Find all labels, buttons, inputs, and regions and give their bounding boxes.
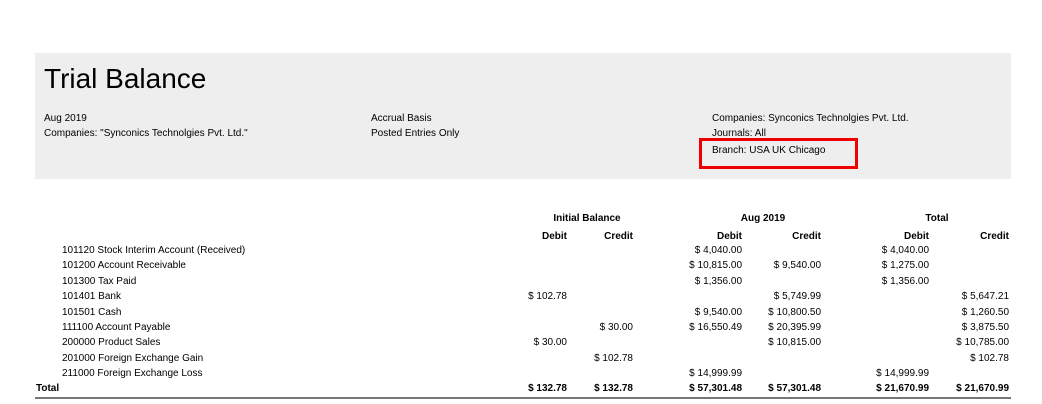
total-divider [35,397,1011,399]
account-name: 200000 Product Sales [62,337,161,349]
total-cell: $ 57,301.48 [689,383,742,394]
amount-cell: $ 30.00 [599,322,633,333]
account-name: 201000 Foreign Exchange Gain [62,352,204,364]
col-header: Debit [904,231,929,242]
amount-cell: $ 16,550.49 [689,322,742,333]
amount-cell: $ 1,275.00 [881,260,929,272]
account-name: 101200 Account Receivable [62,260,186,272]
table-row[interactable]: 200000 Product Sales $ 30.00 $ 10,815.00 $ … [0,335,1042,350]
page-title: Trial Balance [44,63,207,94]
amount-cell: $ 1,356.00 [694,275,742,287]
basis: Accrual Basis [371,113,432,124]
companies-filter: Companies: "Synconics Technolgies Pvt. L… [44,128,248,139]
account-name: 101501 Cash [62,306,122,318]
amount-cell: $ 9,540.00 [694,306,742,318]
journals: Journals: All [712,128,766,139]
col-header: Debit [717,231,742,242]
col-header: Credit [792,231,821,242]
group-total: Total [925,213,949,224]
col-header: Debit [542,231,567,242]
entries-filter: Posted Entries Only [371,128,460,139]
amount-cell: $ 102.78 [970,352,1009,364]
total-cell: $ 132.78 [528,383,567,394]
subheader-row: Debit Credit Debit Credit Debit Credit [0,229,1042,244]
companies: Companies: Synconics Technolgies Pvt. Lt… [712,113,909,124]
total-cell: $ 132.78 [594,383,633,394]
table-row[interactable]: 101200 Account Receivable $ 10,815.00 $ 9,… [0,258,1042,273]
total-label: Total [36,383,60,394]
total-cell: $ 21,670.99 [876,383,929,394]
info-col-2: Accrual Basis Posted Entries Only [371,111,459,141]
amount-cell: $ 102.78 [528,291,567,303]
amount-cell: $ 5,749.99 [773,291,821,303]
group-aug-2019: Aug 2019 [740,213,786,224]
amount-cell: $ 30.00 [533,337,567,349]
table-row[interactable]: 101401 Bank $ 102.78 $ 5,749.99 $ 5,647.21 [0,289,1042,304]
amount-cell: $ 4,040.00 [881,245,929,256]
table-row[interactable]: 201000 Foreign Exchange Gain $ 102.78 $ 10… [0,351,1042,366]
branch: Branch: USA UK Chicago [712,145,826,156]
total-cell: $ 21,670.99 [956,383,1009,394]
amount-cell: $ 14,999.99 [876,368,929,380]
amount-cell: $ 4,040.00 [694,245,742,256]
period: Aug 2019 [44,113,87,124]
report-header: Trial Balance Aug 2019 Companies: "Synco… [35,53,1011,179]
amount-cell: $ 10,815.00 [689,260,742,272]
col-header: Credit [980,231,1009,242]
table-row[interactable]: 211000 Foreign Exchange Loss $ 14,999.99 $… [0,366,1042,381]
highlight-box [699,138,858,169]
table-row[interactable]: 101501 Cash $ 9,540.00 $ 10,800.50 $ 1,260.… [0,305,1042,320]
total-cell: $ 57,301.48 [768,383,821,394]
info-col-1: Aug 2019 Companies: "Synconics Technolgi… [44,111,248,141]
amount-cell: $ 10,785.00 [956,337,1009,349]
table-row[interactable]: 101120 Stock Interim Account (Received) $… [0,243,1042,258]
account-name: 101401 Bank [62,291,121,303]
amount-cell: $ 1,356.00 [881,275,929,287]
amount-cell: $ 9,540.00 [773,260,821,272]
account-name: 101300 Tax Paid [62,275,137,287]
amount-cell: $ 14,999.99 [689,368,742,380]
info-col-3: Companies: Synconics Technolgies Pvt. Lt… [712,111,909,158]
account-name: 101120 Stock Interim Account (Received) [62,245,246,256]
account-name: 211000 Foreign Exchange Loss [62,368,203,380]
amount-cell: $ 20,395.99 [768,322,821,333]
amount-cell: $ 5,647.21 [961,291,1009,303]
amount-cell: $ 3,875.50 [961,322,1009,333]
amount-cell: $ 1,260.50 [961,306,1009,318]
group-initial-balance: Initial Balance [553,213,621,224]
table-row[interactable]: 101300 Tax Paid $ 1,356.00 $ 1,356.00 [0,274,1042,289]
amount-cell: $ 10,800.50 [768,306,821,318]
account-name: 111100 Account Payable [62,322,171,333]
amount-cell: $ 10,815.00 [768,337,821,349]
col-header: Credit [604,231,633,242]
table-row[interactable]: 111100 Account Payable $ 30.00 $ 16,550.49… [0,320,1042,335]
total-row: Total $ 132.78 $ 132.78 $ 57,301.48 $ 57… [0,381,1042,396]
amount-cell: $ 102.78 [594,352,633,364]
